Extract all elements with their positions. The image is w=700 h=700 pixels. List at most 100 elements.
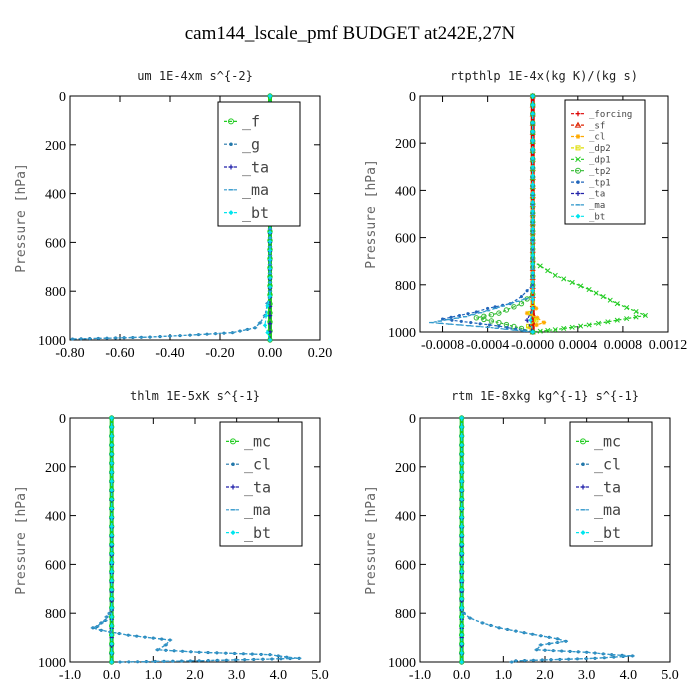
x-tick-label: -1.0 bbox=[409, 668, 431, 683]
data-point bbox=[459, 506, 464, 511]
legend-swatch-marker bbox=[230, 438, 236, 445]
legend-label: _mc bbox=[244, 433, 271, 451]
legend-swatch-marker bbox=[575, 111, 581, 117]
data-point bbox=[530, 270, 535, 276]
x-tick-label: 1.0 bbox=[495, 668, 513, 683]
x-tick-label: 0.0012 bbox=[649, 338, 688, 353]
data-point bbox=[478, 322, 482, 326]
x-tick-label: -1.0 bbox=[59, 668, 81, 683]
x-tick-label: 0.00 bbox=[258, 346, 283, 361]
series-ma bbox=[429, 95, 535, 333]
data-point bbox=[459, 578, 464, 583]
panel-title: rtm 1E-8xkg kg^{-1} s^{-1} bbox=[451, 389, 639, 403]
y-tick-label: 600 bbox=[395, 232, 416, 247]
legend-swatch-marker bbox=[580, 438, 586, 445]
y-tick-label: 400 bbox=[45, 188, 66, 203]
y-tick-label: 800 bbox=[395, 607, 416, 622]
legend-label: _ma bbox=[244, 501, 271, 519]
data-point bbox=[624, 305, 630, 311]
legend-label: _f bbox=[242, 113, 260, 131]
x-tick-label: 3.0 bbox=[578, 668, 596, 683]
data-point bbox=[459, 433, 464, 439]
x-tick-label: 2.0 bbox=[536, 668, 554, 683]
data-point bbox=[578, 323, 584, 329]
data-point bbox=[529, 265, 536, 271]
data-point bbox=[109, 470, 114, 475]
data-point bbox=[109, 506, 114, 511]
data-point bbox=[109, 479, 114, 484]
data-point bbox=[511, 323, 517, 330]
y-tick-label: 400 bbox=[395, 184, 416, 199]
legend-swatch-marker bbox=[581, 462, 585, 466]
data-point bbox=[459, 533, 464, 538]
data-point bbox=[530, 226, 535, 231]
data-point bbox=[459, 650, 464, 656]
data-point bbox=[459, 451, 464, 457]
data-point bbox=[561, 276, 567, 282]
data-point bbox=[459, 515, 464, 520]
data-point bbox=[449, 315, 453, 319]
x-tick-label: -0.60 bbox=[105, 346, 134, 361]
data-point bbox=[466, 312, 470, 316]
data-point bbox=[459, 524, 464, 529]
y-axis-label: Pressure [hPa] bbox=[364, 159, 379, 269]
data-point bbox=[503, 307, 510, 313]
y-tick-label: 1000 bbox=[38, 334, 66, 349]
legend-label: _cl bbox=[589, 133, 605, 143]
data-point bbox=[459, 623, 464, 629]
x-tick-label: 1.0 bbox=[145, 668, 163, 683]
data-point bbox=[524, 310, 530, 316]
data-point bbox=[109, 569, 114, 574]
series-bt bbox=[109, 415, 114, 665]
legend-label: _tp2 bbox=[589, 167, 611, 177]
legend-label: _bt bbox=[594, 524, 621, 542]
data-point bbox=[459, 587, 464, 592]
y-axis-label: Pressure [hPa] bbox=[364, 485, 379, 595]
data-point bbox=[264, 313, 269, 318]
data-point bbox=[109, 632, 114, 638]
y-tick-label: 200 bbox=[395, 461, 416, 476]
data-point bbox=[600, 294, 606, 300]
y-tick-label: 0 bbox=[59, 412, 66, 427]
data-point bbox=[488, 311, 495, 318]
series-line bbox=[476, 96, 534, 333]
data-point bbox=[267, 93, 273, 99]
x-tick-label: 0.0 bbox=[103, 668, 121, 683]
data-point bbox=[265, 330, 270, 335]
data-point bbox=[459, 479, 464, 484]
data-point bbox=[459, 659, 464, 665]
y-axis-label: Pressure [hPa] bbox=[14, 163, 29, 273]
data-point bbox=[267, 266, 273, 271]
legend-swatch-marker bbox=[228, 118, 234, 125]
y-tick-label: 200 bbox=[45, 139, 66, 154]
y-tick-label: 400 bbox=[45, 510, 66, 525]
data-point bbox=[531, 283, 535, 287]
data-point bbox=[109, 424, 114, 430]
data-point bbox=[552, 272, 558, 278]
legend-label: _g bbox=[242, 135, 260, 153]
x-tick-label: 5.0 bbox=[311, 668, 329, 683]
legend: _mc _cl _ta _ma _bt bbox=[219, 421, 303, 547]
legend-swatch-marker bbox=[580, 530, 586, 536]
data-point bbox=[578, 283, 584, 289]
data-point bbox=[530, 306, 535, 311]
data-point bbox=[267, 275, 273, 281]
data-point bbox=[530, 279, 535, 285]
legend: _forcing_sf _cl_dp2_dp1 _tp2_tp1 _ta_ma_bt bbox=[564, 99, 646, 225]
legend-label: _dp1 bbox=[589, 155, 611, 165]
legend-label: _ma bbox=[589, 201, 605, 211]
x-tick-label: -0.0000 bbox=[511, 338, 554, 353]
legend-swatch-marker bbox=[575, 134, 581, 139]
data-point bbox=[614, 301, 620, 307]
data-point bbox=[267, 293, 273, 299]
y-tick-label: 1000 bbox=[388, 656, 416, 671]
data-point bbox=[267, 230, 273, 235]
data-point bbox=[530, 288, 535, 293]
data-point bbox=[481, 313, 487, 319]
plot-frame bbox=[69, 95, 321, 341]
data-point bbox=[537, 328, 543, 334]
data-point bbox=[530, 129, 535, 134]
data-point bbox=[569, 279, 575, 285]
x-tick-label: -0.0008 bbox=[421, 338, 464, 353]
plot-frame bbox=[419, 95, 669, 333]
